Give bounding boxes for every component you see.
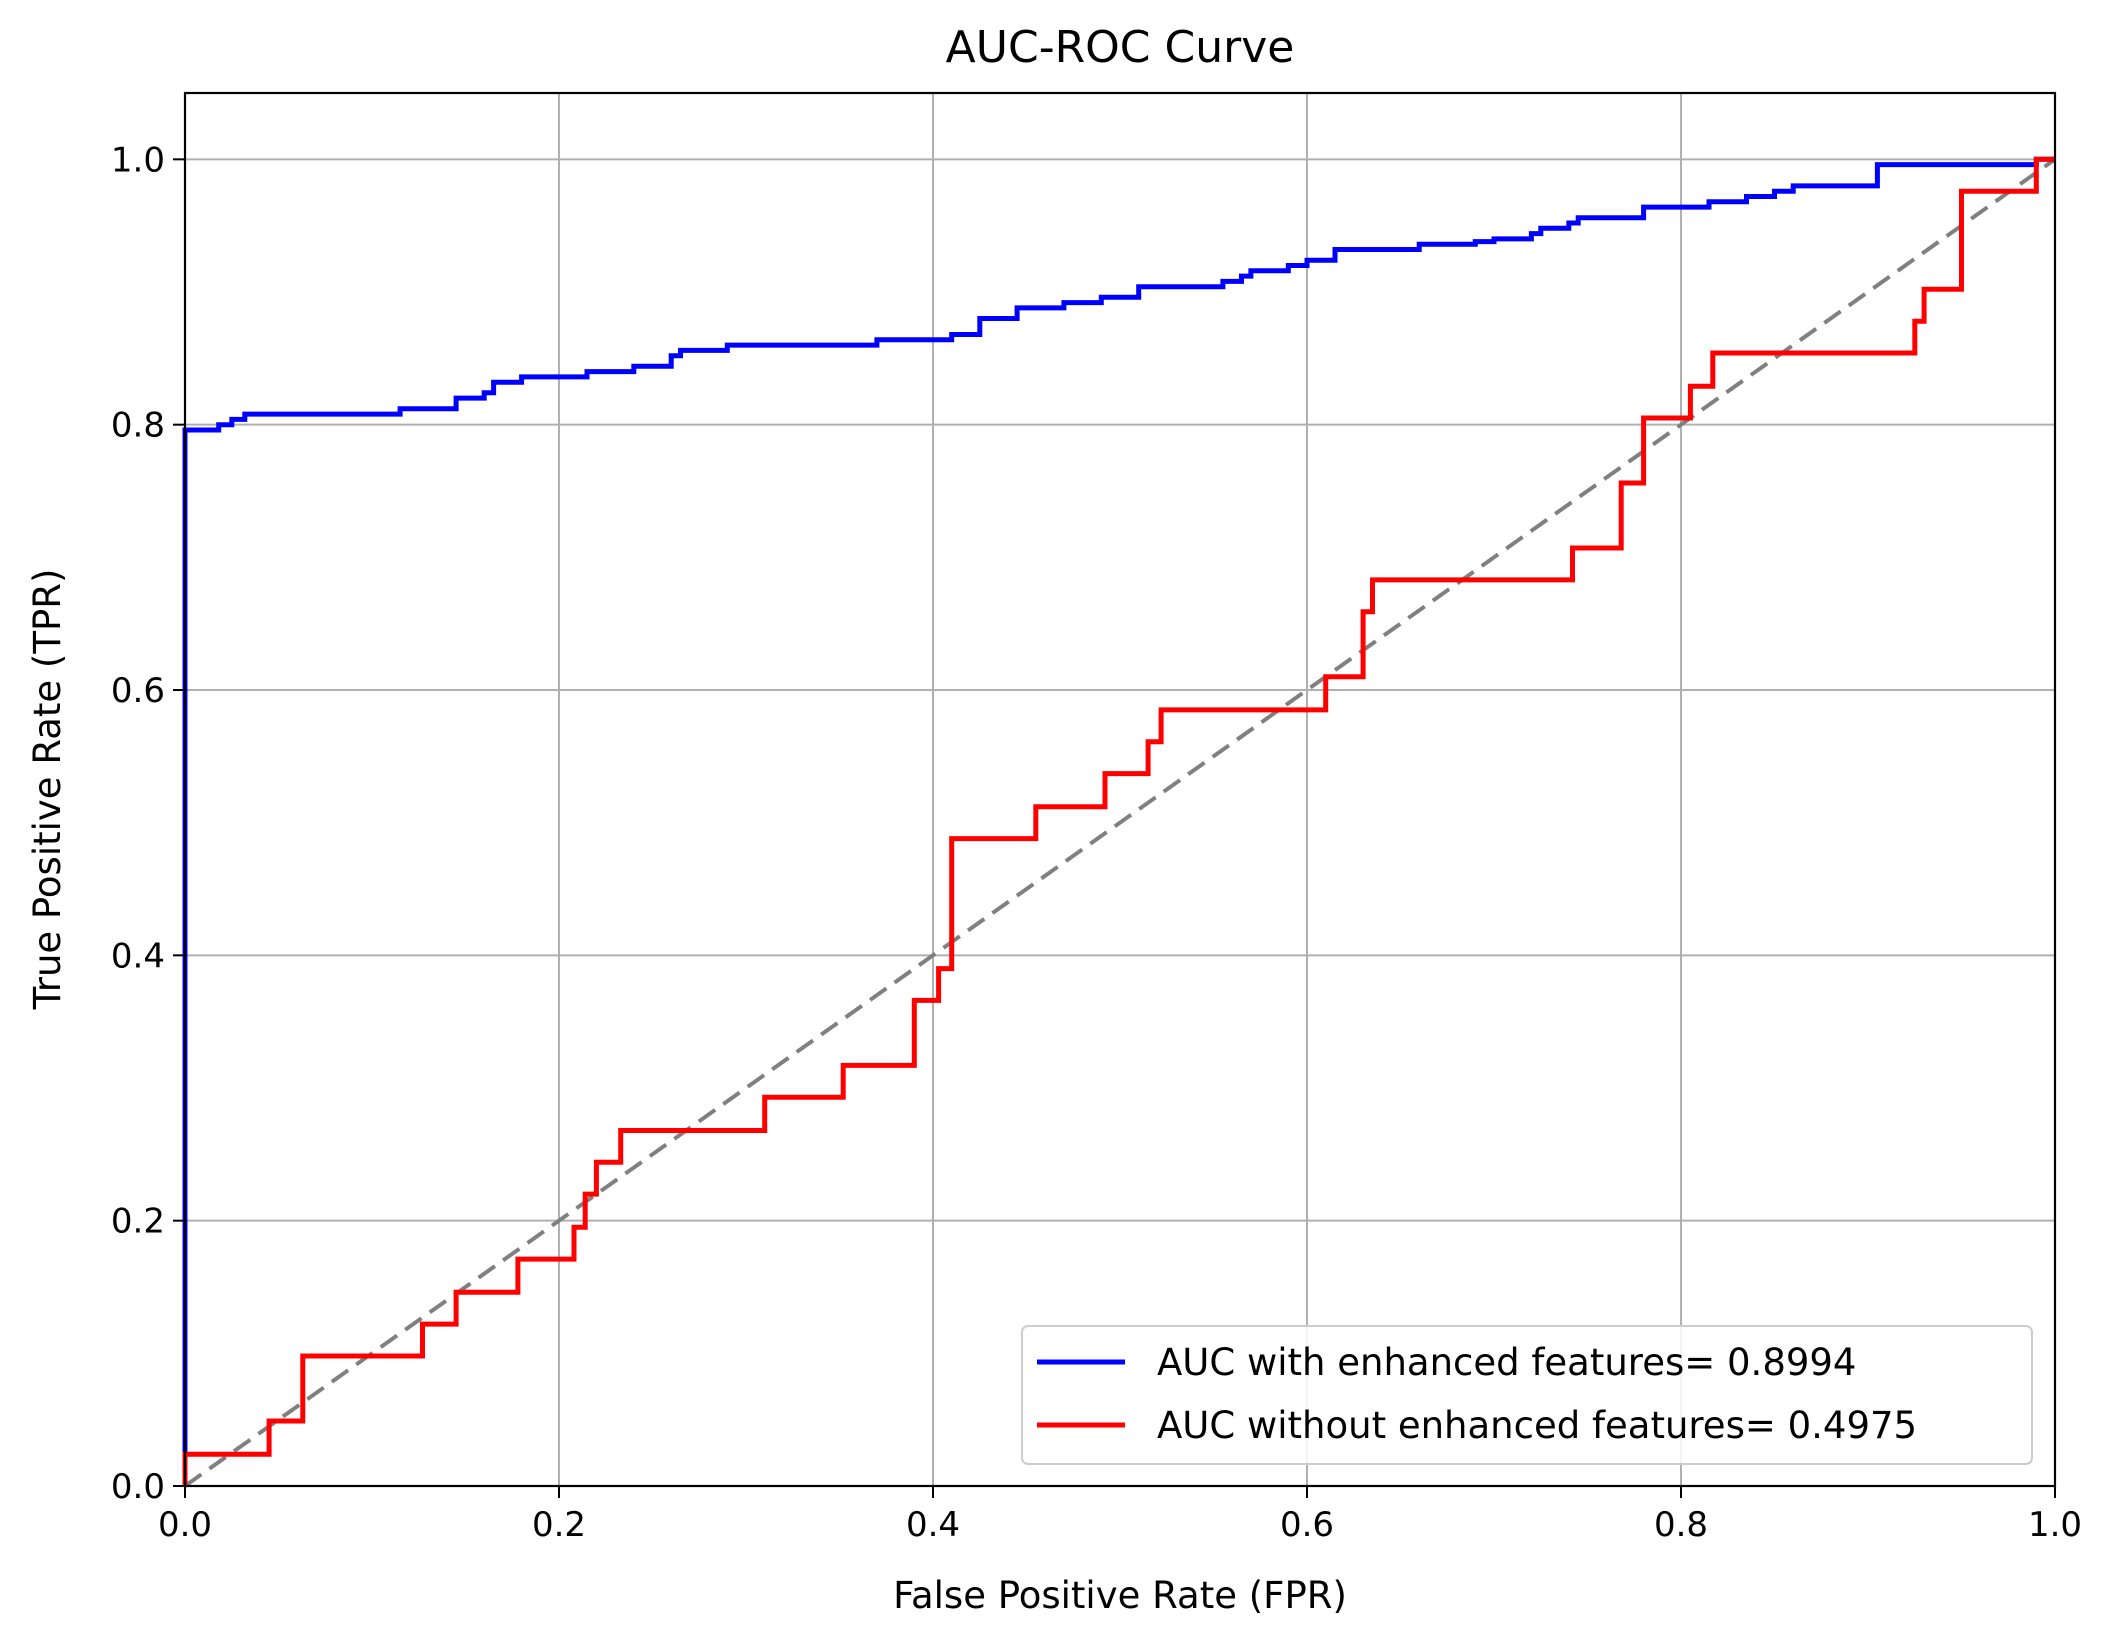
y-tick-label: 0.0 xyxy=(111,1467,165,1507)
x-axis-label: False Positive Rate (FPR) xyxy=(893,1574,1347,1617)
x-tick-label: 0.8 xyxy=(1654,1505,1708,1545)
y-tick-label: 0.4 xyxy=(111,936,165,976)
legend-label-0: AUC with enhanced features= 0.8994 xyxy=(1157,1341,1856,1384)
chart-title: AUC-ROC Curve xyxy=(946,22,1295,73)
x-tick-label: 0.0 xyxy=(158,1505,212,1545)
grid xyxy=(184,93,2056,1487)
x-tick-label: 0.6 xyxy=(1280,1505,1334,1545)
x-tick-label: 1.0 xyxy=(2028,1505,2082,1545)
y-ticks: 0.0 0.2 0.4 0.6 0.8 1.0 xyxy=(111,140,185,1507)
y-tick-label: 0.6 xyxy=(111,671,165,711)
y-axis-label: True Positive Rate (TPR) xyxy=(26,569,69,1011)
x-ticks: 0.0 0.2 0.4 0.6 0.8 1.0 xyxy=(158,1486,2082,1545)
x-tick-label: 0.4 xyxy=(906,1505,960,1545)
roc-line-series-1 xyxy=(182,156,2055,1486)
legend-label-1: AUC without enhanced features= 0.4975 xyxy=(1157,1404,1917,1447)
plot-frame xyxy=(183,91,2057,1488)
x-tick-label: 0.2 xyxy=(532,1505,586,1545)
y-tick-label: 0.8 xyxy=(111,406,165,446)
roc-line-series-0 xyxy=(182,156,2055,1486)
y-tick-label: 0.2 xyxy=(111,1202,165,1242)
reference-line xyxy=(183,157,2057,1488)
legend-box xyxy=(1021,1325,2033,1465)
series-lines xyxy=(182,156,2055,1486)
y-tick-label: 1.0 xyxy=(111,140,165,180)
chance-diagonal-line xyxy=(183,157,2057,1488)
legend: AUC with enhanced features= 0.8994 AUC w… xyxy=(1021,1325,2033,1465)
